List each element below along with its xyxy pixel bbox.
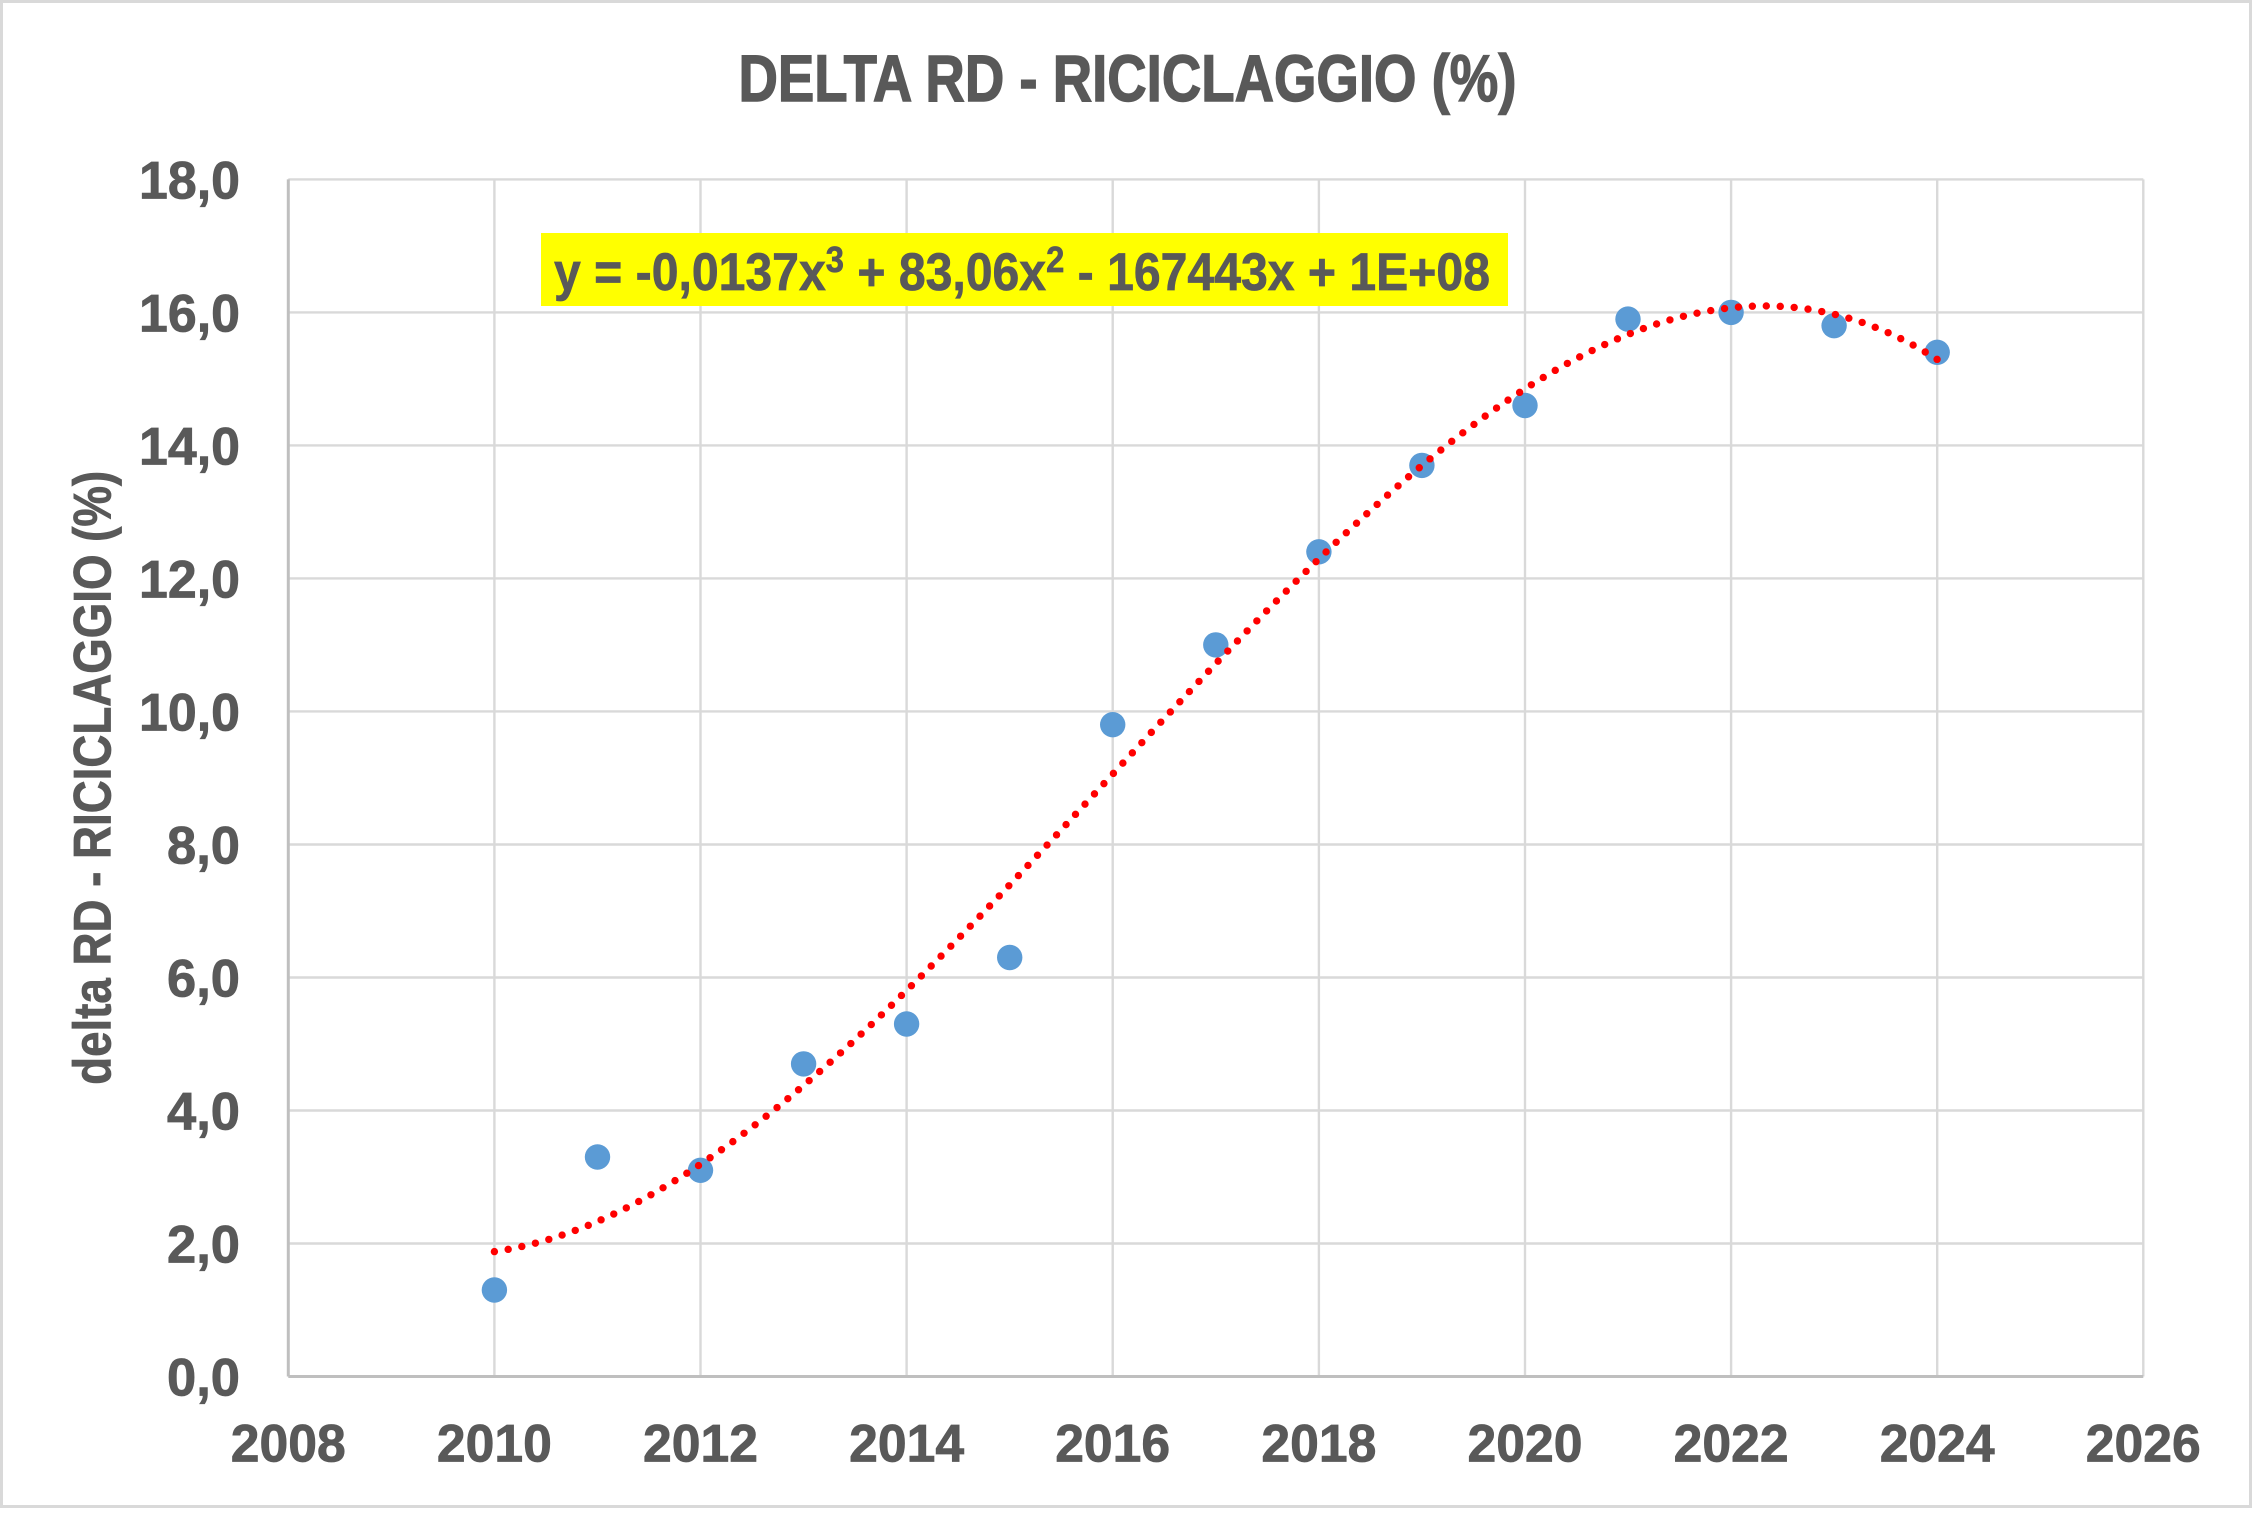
svg-text:2026: 2026	[2086, 1415, 2201, 1474]
svg-text:2022: 2022	[1674, 1415, 1789, 1474]
svg-text:2024: 2024	[1880, 1415, 1996, 1474]
svg-text:2010: 2010	[437, 1415, 552, 1474]
svg-text:delta RD - RICICLAGGIO (%): delta RD - RICICLAGGIO (%)	[64, 471, 123, 1085]
svg-text:DELTA RD - RICICLAGGIO (%): DELTA RD - RICICLAGGIO (%)	[739, 41, 1517, 115]
svg-text:6,0: 6,0	[167, 950, 240, 1009]
svg-text:12,0: 12,0	[139, 550, 240, 609]
svg-text:4,0: 4,0	[167, 1083, 240, 1142]
svg-text:2016: 2016	[1055, 1415, 1170, 1474]
svg-text:2008: 2008	[231, 1415, 346, 1474]
svg-text:y = -0,0137x3 + 83,06x2 - 1674: y = -0,0137x3 + 83,06x2 - 167443x + 1E+0…	[554, 239, 1490, 302]
svg-text:2018: 2018	[1261, 1415, 1376, 1474]
svg-text:2,0: 2,0	[167, 1216, 240, 1275]
svg-text:18,0: 18,0	[139, 151, 240, 210]
svg-text:2012: 2012	[643, 1415, 758, 1474]
svg-text:14,0: 14,0	[139, 417, 240, 476]
svg-text:2020: 2020	[1468, 1415, 1583, 1474]
svg-text:16,0: 16,0	[139, 284, 240, 343]
svg-text:2014: 2014	[849, 1415, 965, 1474]
svg-text:8,0: 8,0	[167, 817, 240, 876]
svg-text:10,0: 10,0	[139, 683, 240, 742]
svg-text:0,0: 0,0	[167, 1349, 240, 1408]
